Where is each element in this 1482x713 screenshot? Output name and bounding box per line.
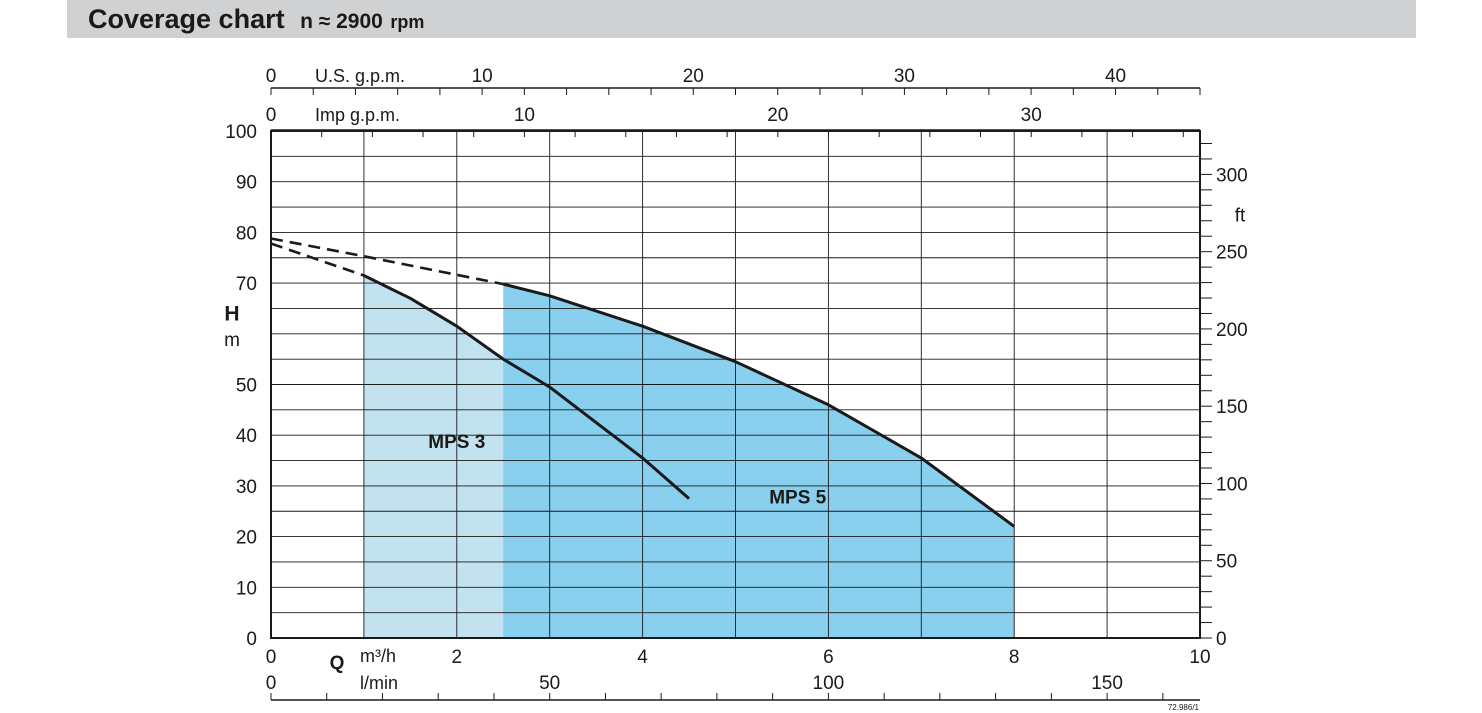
figure-code: 72.986/1 bbox=[1168, 703, 1200, 712]
title-text: Coverage chart bbox=[88, 4, 285, 34]
y-tick-label: 70 bbox=[236, 274, 257, 295]
ft-tick-label: 200 bbox=[1216, 320, 1248, 341]
x-axis-unit: m³/h bbox=[360, 646, 396, 666]
usgpm-tick-label: 0 bbox=[266, 66, 277, 87]
usgpm-tick-label: 20 bbox=[683, 66, 704, 87]
curve-mps-5 bbox=[502, 282, 1016, 528]
lmin-tick-label: 0 bbox=[266, 673, 277, 694]
speed-unit: rpm bbox=[390, 12, 425, 32]
series-label-mps-5: MPS 5 bbox=[769, 488, 826, 509]
y-tick-label: 30 bbox=[236, 477, 257, 498]
page-title: Coverage chart n ≈ 2900 rpm bbox=[88, 4, 424, 35]
impgpm-tick-label: 0 bbox=[266, 105, 277, 126]
ft-tick-label: 150 bbox=[1216, 397, 1248, 418]
usgpm-tick-label: 40 bbox=[1105, 66, 1126, 87]
dashed-extension-mps-5 bbox=[270, 237, 504, 286]
ft-tick-label: 50 bbox=[1216, 552, 1237, 573]
x-tick-label: 0 bbox=[266, 647, 277, 668]
lmin-tick-label: 50 bbox=[539, 673, 560, 694]
dashed-extension-mps-3 bbox=[270, 242, 365, 277]
lmin-tick-label: 100 bbox=[813, 673, 845, 694]
curve-mps-3 bbox=[363, 274, 691, 500]
y-tick-label: 90 bbox=[236, 173, 257, 194]
ft-tick-label: 300 bbox=[1216, 165, 1248, 186]
usgpm-tick-label: 30 bbox=[894, 66, 915, 87]
y-tick-label: 0 bbox=[246, 629, 257, 650]
usgpm-axis-label: U.S. g.p.m. bbox=[315, 66, 405, 86]
impgpm-axis-label: Imp g.p.m. bbox=[315, 105, 400, 125]
y-axis-unit: m bbox=[224, 330, 240, 351]
impgpm-tick-label: 20 bbox=[767, 105, 788, 126]
impgpm-tick-label: 10 bbox=[514, 105, 535, 126]
y-tick-label: 40 bbox=[236, 426, 257, 447]
x-tick-label: 4 bbox=[637, 647, 648, 668]
ft-tick-label: 100 bbox=[1216, 474, 1248, 495]
lmin-axis-label: l/min bbox=[360, 673, 398, 693]
impgpm-tick-label: 30 bbox=[1021, 105, 1042, 126]
ft-tick-label: 250 bbox=[1216, 243, 1248, 264]
x-axis-letter: Q bbox=[330, 653, 345, 674]
x-tick-label: 10 bbox=[1189, 647, 1210, 668]
series-label-mps-3: MPS 3 bbox=[428, 432, 485, 453]
x-tick-label: 6 bbox=[823, 647, 834, 668]
y-tick-label: 100 bbox=[225, 122, 257, 143]
header-bar bbox=[67, 0, 1416, 38]
ft-tick-label: 0 bbox=[1216, 629, 1227, 650]
y-tick-label: 80 bbox=[236, 223, 257, 244]
plot-frame bbox=[270, 130, 1201, 639]
y-tick-label: 10 bbox=[236, 578, 257, 599]
y-axis-letter: H bbox=[224, 303, 239, 326]
speed-label: n ≈ 2900 bbox=[300, 10, 383, 33]
lmin-tick-label: 150 bbox=[1091, 673, 1123, 694]
y-tick-label: 50 bbox=[236, 376, 257, 397]
region-mps-5 bbox=[503, 284, 1015, 638]
x-tick-label: 2 bbox=[452, 647, 463, 668]
usgpm-tick-label: 10 bbox=[472, 66, 493, 87]
x-tick-label: 8 bbox=[1009, 647, 1020, 668]
y-tick-label: 20 bbox=[236, 528, 257, 549]
ft-axis-label: ft bbox=[1235, 206, 1246, 227]
